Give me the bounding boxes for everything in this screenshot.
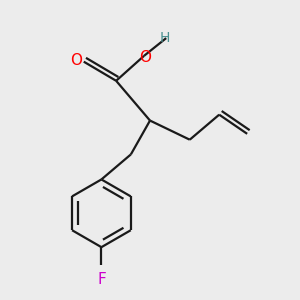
Text: F: F [97, 272, 106, 287]
Text: O: O [140, 50, 152, 65]
Text: O: O [70, 53, 83, 68]
Text: H: H [160, 31, 170, 45]
